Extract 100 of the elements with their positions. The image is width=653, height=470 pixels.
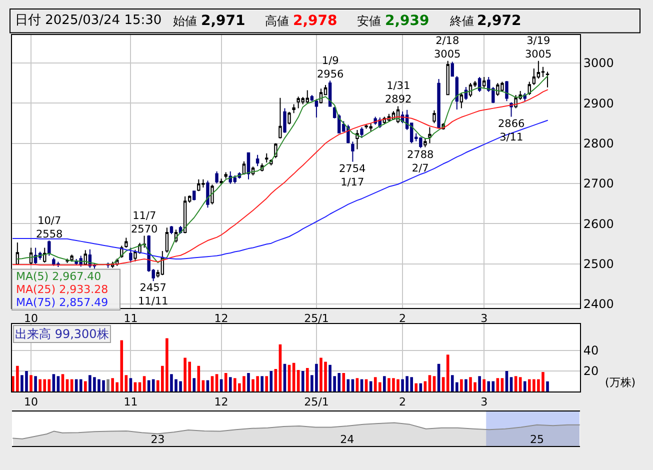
x-tick-label: 11 (124, 312, 138, 326)
candlestick (192, 190, 196, 201)
bar (260, 376, 264, 392)
y-tick-label: 3000 (583, 56, 614, 70)
bar (142, 376, 146, 392)
candlestick (66, 258, 69, 264)
bar (523, 381, 526, 392)
candlestick (455, 76, 459, 110)
annotation: 1/9 2956 (317, 55, 344, 81)
data-label: 2,978 (293, 13, 338, 29)
bar (147, 380, 150, 392)
y-tick-label: 2900 (583, 96, 614, 110)
candlestick (124, 237, 128, 248)
bar (383, 376, 386, 392)
candlestick (328, 80, 332, 107)
annotation: 2/18 3005 (434, 35, 461, 61)
x-tick-label: 25 (530, 433, 544, 446)
candlestick (210, 184, 214, 205)
bar (369, 381, 372, 392)
bar (270, 371, 273, 392)
candlestick (546, 71, 550, 88)
candlestick (314, 98, 318, 118)
bar (482, 379, 486, 392)
candlestick (310, 94, 314, 102)
y-tick-label: 20 (583, 364, 599, 378)
x-tick-label: 10 (24, 312, 38, 326)
bar (446, 354, 450, 392)
candlestick (360, 126, 364, 139)
bar (30, 375, 32, 392)
bar (514, 376, 518, 392)
bar (460, 379, 463, 392)
y-tick-label: 40 (583, 344, 599, 358)
candlestick (70, 254, 74, 262)
y-tick-label: 2700 (583, 176, 614, 191)
bar (546, 381, 549, 392)
candlestick (432, 110, 436, 124)
bar (206, 380, 210, 392)
candlestick (220, 178, 223, 186)
candlestick (224, 172, 228, 180)
data-label: 2,972 (477, 13, 522, 29)
bar (16, 366, 19, 392)
candlestick (351, 141, 354, 162)
bar (496, 378, 500, 392)
candlestick (142, 235, 146, 248)
x-tick-label: 12 (214, 312, 228, 326)
candlestick (129, 247, 132, 264)
bar (192, 378, 196, 392)
x-tick-label: 10 (24, 396, 38, 409)
candlestick (170, 226, 174, 235)
bar (224, 373, 228, 392)
bar (414, 383, 418, 392)
x-tick-label: 3 (480, 312, 488, 326)
candlestick (424, 138, 427, 148)
bar (351, 379, 354, 392)
y-axis-title: (万株) (605, 376, 636, 389)
candlestick (292, 104, 296, 114)
candlestick (460, 92, 464, 109)
candlestick (437, 78, 440, 128)
x-tick-label: 12 (214, 396, 228, 409)
bar (510, 377, 513, 392)
candlestick (306, 90, 309, 104)
bar (346, 379, 350, 392)
bar (84, 381, 87, 392)
bar (202, 380, 205, 392)
candlestick (278, 97, 282, 139)
candlestick (34, 247, 38, 264)
bar (356, 378, 359, 392)
candlestick (265, 152, 268, 164)
bar (518, 377, 522, 392)
y-tick-label: 2400 (583, 297, 614, 312)
candlestick (505, 80, 508, 102)
annotation: 2866 3/11 (498, 118, 526, 144)
bar (220, 379, 223, 392)
candlestick (446, 60, 450, 96)
bar (228, 377, 232, 392)
candlestick (183, 196, 187, 234)
bar (79, 379, 82, 392)
candlestick (450, 61, 454, 77)
bar (74, 379, 78, 392)
text: MA(75) 2,857.49 (16, 296, 108, 309)
candlestick (283, 108, 286, 134)
bar (464, 379, 468, 392)
candlestick (233, 174, 237, 184)
candlestick (246, 152, 250, 180)
candlestick (43, 247, 46, 264)
bar (424, 381, 427, 392)
bar (442, 377, 445, 392)
candlestick (464, 86, 468, 100)
x-tick-label: 23 (150, 433, 165, 446)
category-label: 安値 (357, 14, 381, 28)
x-tick-label: 2 (399, 312, 406, 326)
bar (301, 371, 304, 392)
chart-title: 出来高 99,300株 (15, 327, 109, 341)
bar (487, 381, 490, 392)
bar (428, 375, 432, 392)
annotation: 2457 11/11 (138, 282, 168, 308)
x-tick-label: 25/1 (304, 396, 329, 409)
bar (500, 378, 504, 392)
category-label: 終値 (449, 14, 474, 28)
bar (106, 379, 110, 392)
